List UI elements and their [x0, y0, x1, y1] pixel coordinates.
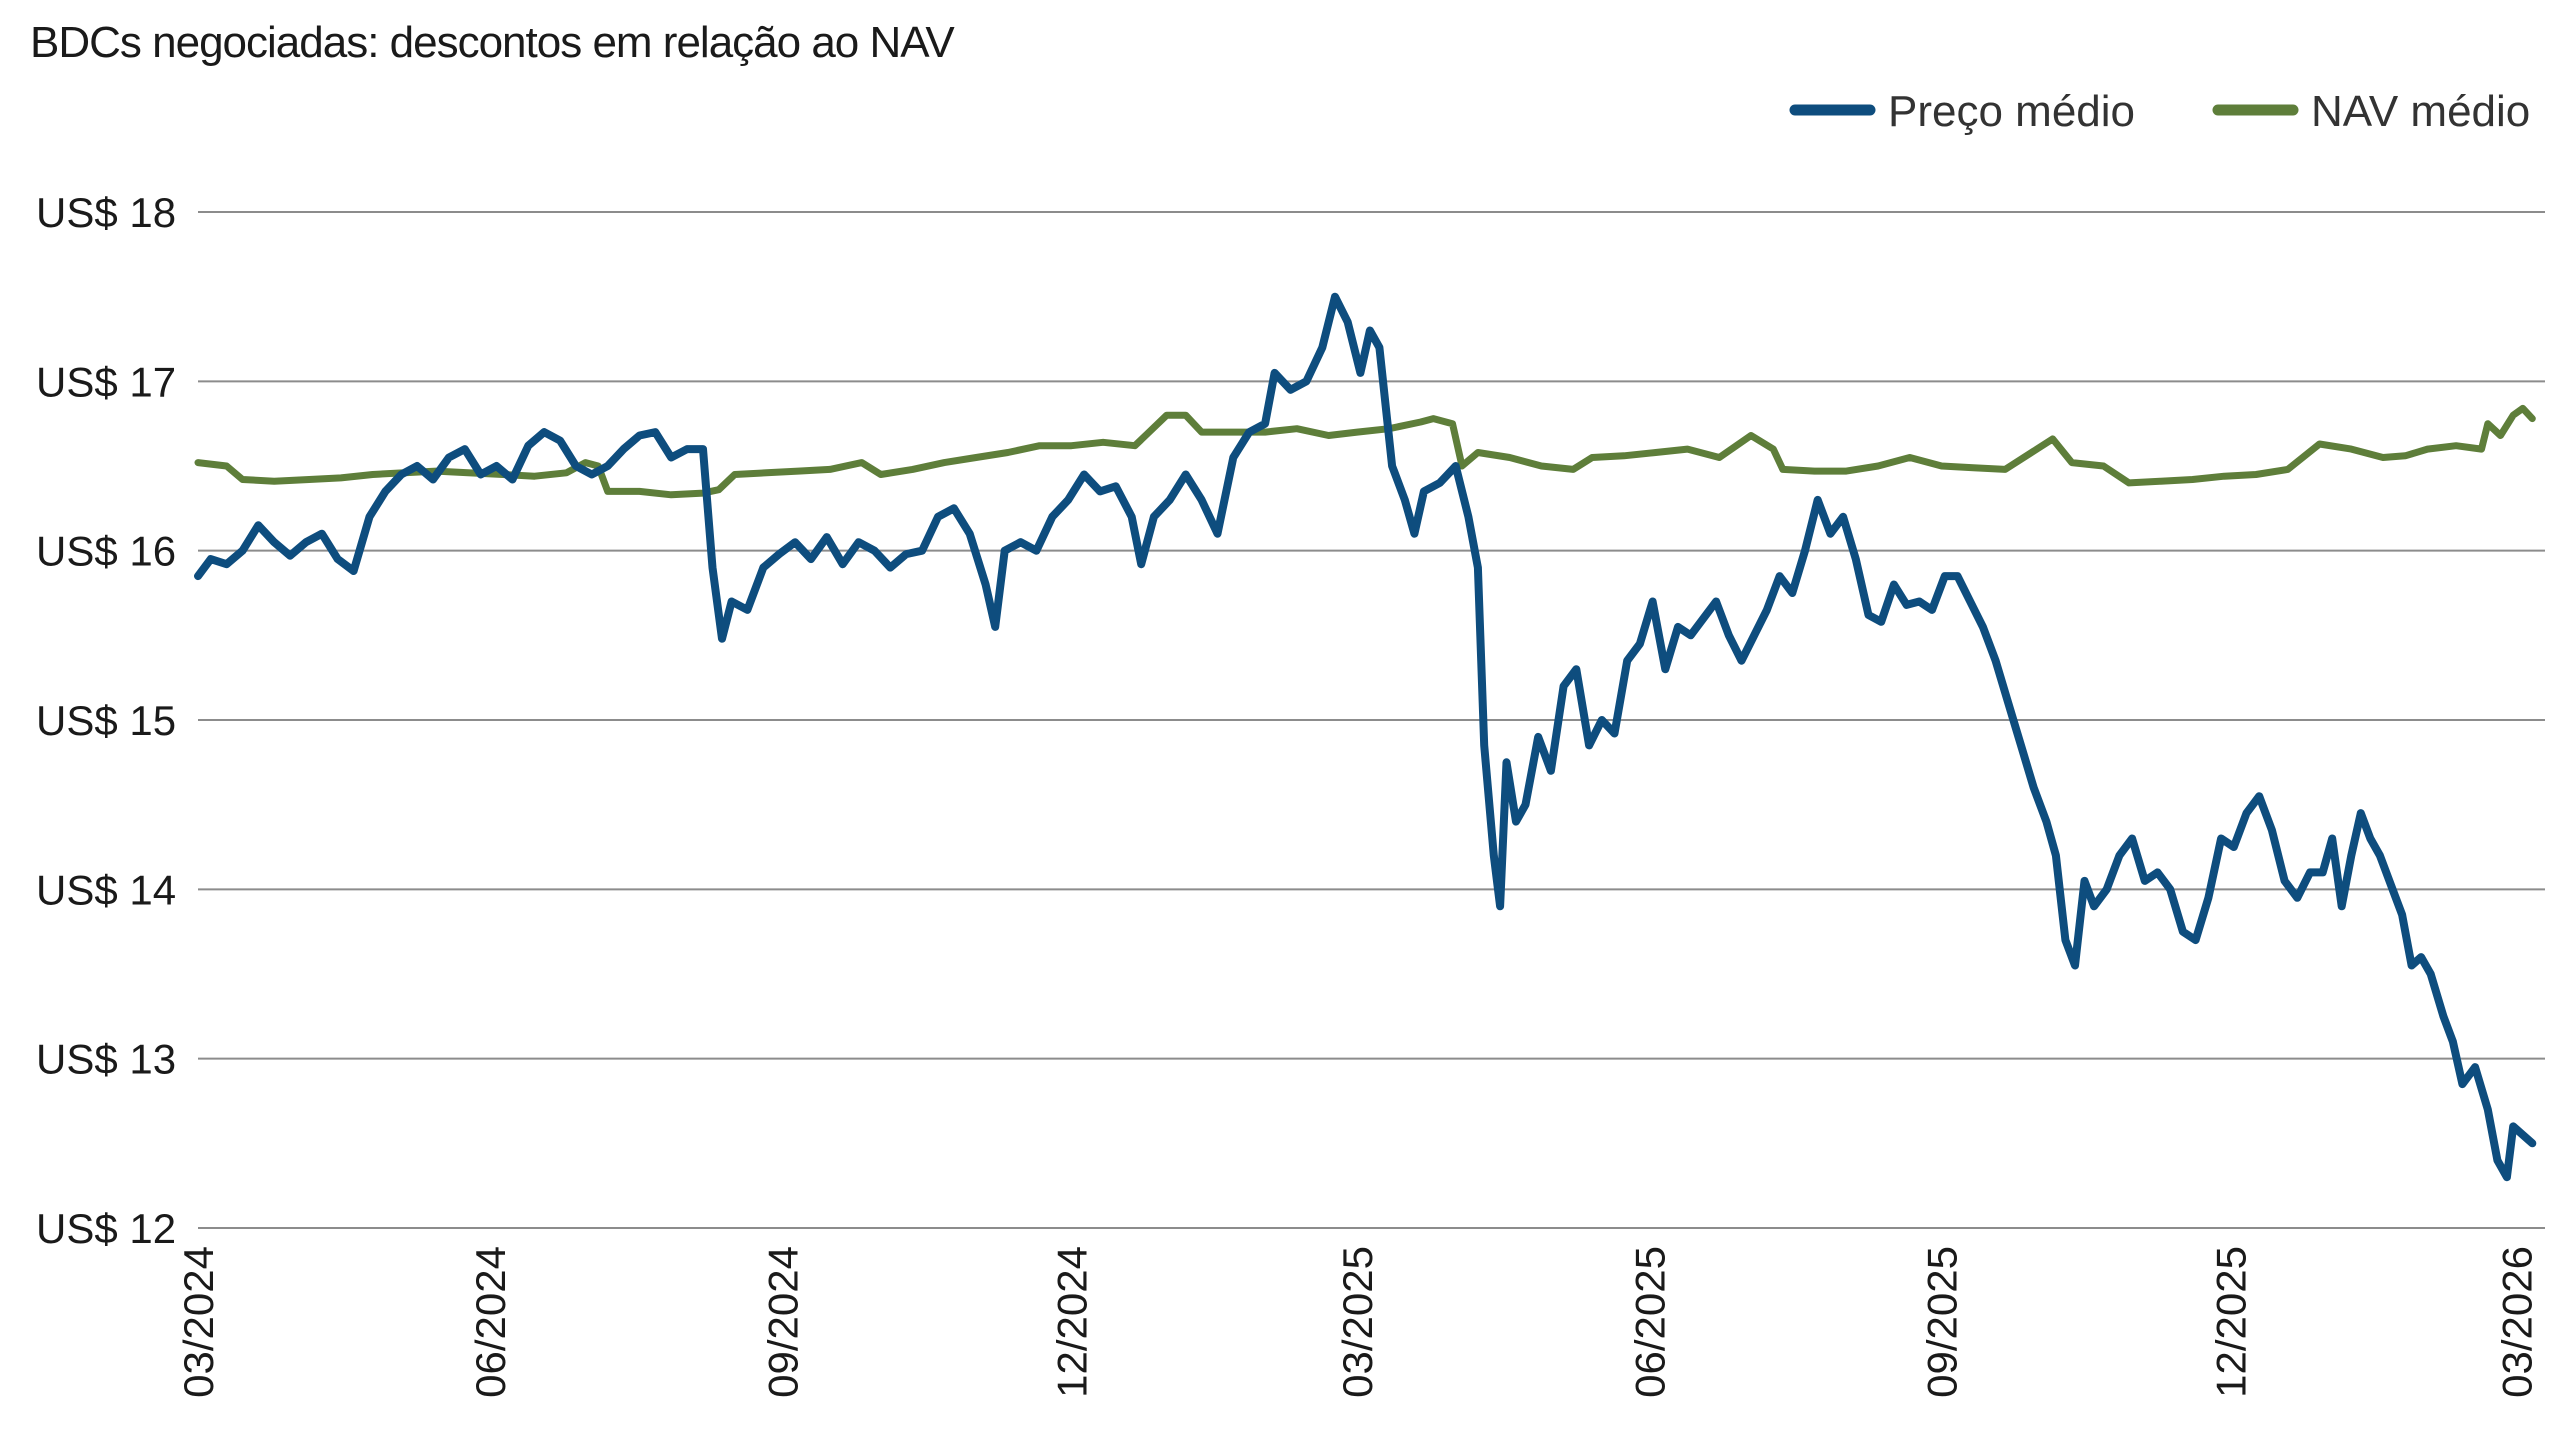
- x-tick-label: 09/2024: [759, 1246, 806, 1398]
- y-tick-label: US$ 14: [36, 866, 176, 913]
- grid-lines: [198, 211, 2545, 1229]
- y-tick-label: US$ 15: [36, 697, 176, 744]
- x-tick-label: 06/2025: [1626, 1246, 1673, 1398]
- y-axis-ticks: US$ 18 US$ 17 US$ 16 US$ 15 US$ 14 US$ 13 US$ …: [36, 189, 176, 1252]
- x-tick-label: 03/2026: [2493, 1246, 2540, 1398]
- x-tick-label: 12/2024: [1048, 1246, 1095, 1398]
- y-tick-label: US$ 13: [36, 1036, 176, 1083]
- x-axis-ticks: 03/2024 06/2024 09/2024 12/2024 03/2025 06/20…: [175, 1246, 2540, 1398]
- x-tick-label: 03/2025: [1334, 1246, 1381, 1398]
- chart-title: BDCs negociadas: descontos em relação ao…: [30, 18, 955, 67]
- y-tick-label: US$ 12: [36, 1205, 176, 1252]
- series-lines: [194, 292, 2537, 1182]
- x-tick-label: 03/2024: [175, 1246, 222, 1398]
- legend-label: Preço médio: [1888, 87, 2135, 136]
- legend-preco-medio: Preço médio: [1789, 87, 2135, 136]
- legend-label: NAV médio: [2311, 87, 2530, 136]
- legend-nav-medio: NAV médio: [2212, 87, 2530, 136]
- series-line-preco-medio: [194, 292, 2537, 1182]
- x-tick-label: 12/2025: [2208, 1246, 2255, 1398]
- x-tick-label: 09/2025: [1919, 1246, 1966, 1398]
- legend: Preço médio NAV médio: [1789, 87, 2530, 136]
- x-tick-label: 06/2024: [467, 1246, 514, 1398]
- y-tick-label: US$ 17: [36, 358, 176, 405]
- y-tick-label: US$ 16: [36, 528, 176, 575]
- y-tick-label: US$ 18: [36, 189, 176, 236]
- series-line-nav-medio: [194, 404, 2536, 499]
